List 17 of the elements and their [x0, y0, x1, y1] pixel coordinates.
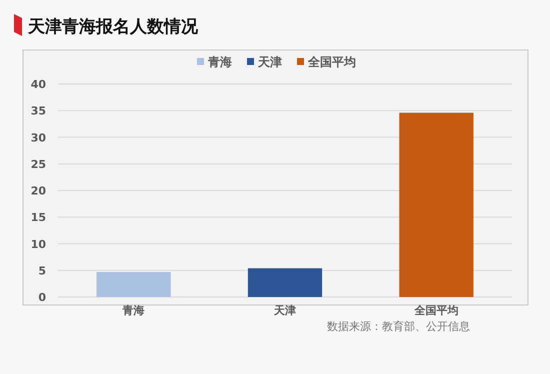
y-tick-label: 5 [38, 264, 46, 278]
x-tick-label: 天津 [273, 304, 296, 317]
y-tick-label: 25 [30, 158, 46, 171]
x-tick-label: 全国平均 [413, 304, 458, 317]
y-tick-label: 0 [38, 291, 46, 304]
legend-label: 青海 [207, 55, 232, 69]
y-tick-label: 15 [30, 211, 46, 224]
source-note: 数据来源：教育部、公开信息 [327, 320, 470, 333]
y-tick-label: 35 [30, 104, 46, 118]
y-tick-label: 10 [30, 238, 46, 251]
y-tick-label: 30 [30, 131, 46, 144]
x-tick-label: 青海 [122, 304, 145, 317]
y-tick-label: 20 [30, 184, 46, 198]
y-tick-label: 40 [30, 78, 46, 91]
legend-label: 天津 [257, 55, 282, 69]
legend-label: 全国平均 [307, 55, 356, 69]
chart-title: 天津青海报名人数情况 [27, 17, 199, 37]
